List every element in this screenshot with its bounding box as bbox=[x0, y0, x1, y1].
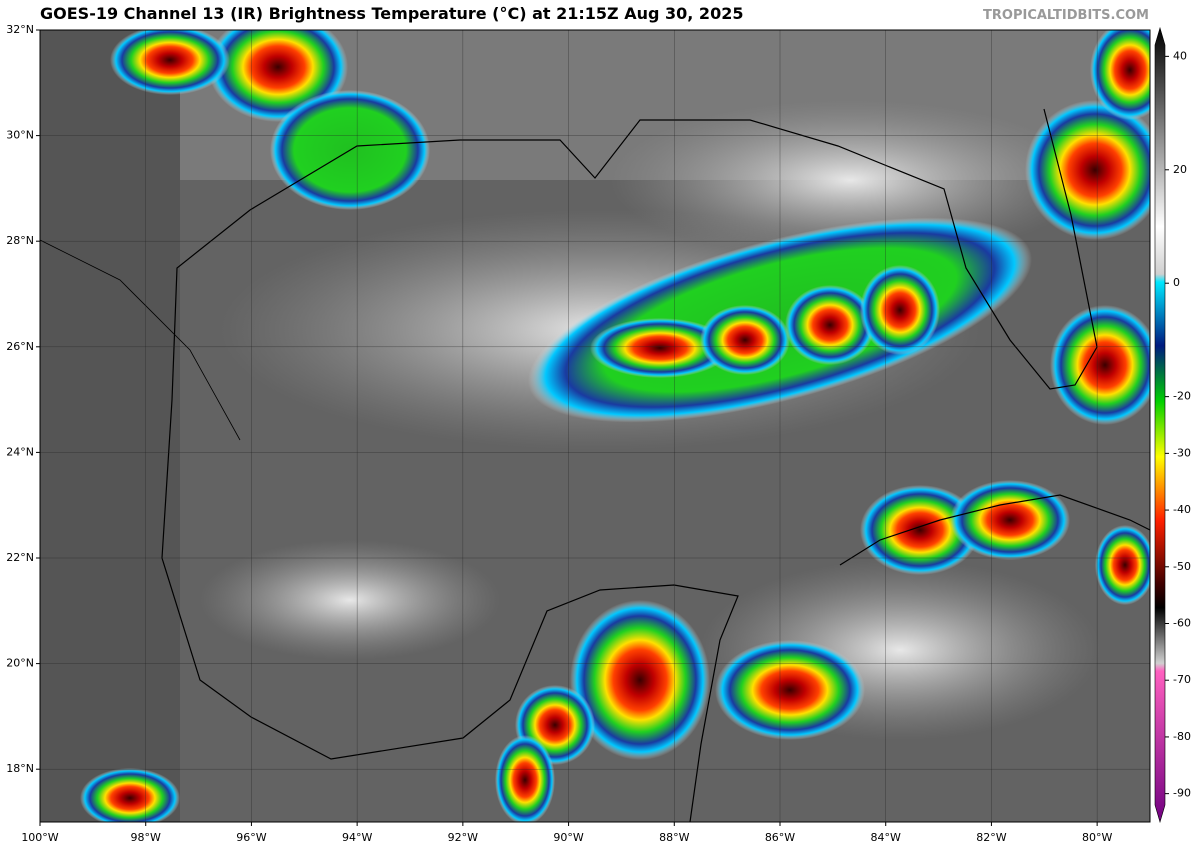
colorbar-tick-label: -90 bbox=[1173, 787, 1191, 800]
lat-label: 32°N bbox=[6, 23, 34, 36]
colorbar-tick-label: 0 bbox=[1173, 276, 1180, 289]
imagery bbox=[40, 30, 1150, 822]
colorbar-tick-label: -40 bbox=[1173, 503, 1191, 516]
colorbar-tick-label: -70 bbox=[1173, 673, 1191, 686]
lon-label: 80°W bbox=[1082, 831, 1112, 844]
lat-label: 24°N bbox=[6, 445, 34, 458]
colorbar-tick-label: -20 bbox=[1173, 390, 1191, 403]
map-frame bbox=[39, 29, 1151, 823]
lat-label: 22°N bbox=[6, 551, 34, 564]
colorbar-tick-label: -50 bbox=[1173, 560, 1191, 573]
colorbar-tick-label: -30 bbox=[1173, 446, 1191, 459]
lon-label: 100°W bbox=[21, 831, 58, 844]
lon-label: 82°W bbox=[976, 831, 1006, 844]
lon-label: 92°W bbox=[448, 831, 478, 844]
lon-label: 98°W bbox=[131, 831, 161, 844]
lon-label: 86°W bbox=[765, 831, 795, 844]
lat-label: 18°N bbox=[6, 762, 34, 775]
lat-label: 30°N bbox=[6, 129, 34, 142]
colorbar bbox=[1154, 26, 1166, 824]
lat-label: 20°N bbox=[6, 657, 34, 670]
title: GOES-19 Channel 13 (IR) Brightness Tempe… bbox=[40, 4, 743, 23]
colorbar-tick-label: -80 bbox=[1173, 730, 1191, 743]
lon-label: 88°W bbox=[659, 831, 689, 844]
colorbar-tick-label: -60 bbox=[1173, 617, 1191, 630]
colorbar-tick-label: 40 bbox=[1173, 49, 1187, 62]
lon-label: 84°W bbox=[871, 831, 901, 844]
lon-label: 96°W bbox=[236, 831, 266, 844]
colorbar-tick-label: 20 bbox=[1173, 163, 1187, 176]
lat-label: 28°N bbox=[6, 234, 34, 247]
lon-label: 94°W bbox=[342, 831, 372, 844]
lon-label: 90°W bbox=[553, 831, 583, 844]
credit: TROPICALTIDBITS.COM bbox=[983, 8, 1149, 23]
lat-label: 26°N bbox=[6, 340, 34, 353]
